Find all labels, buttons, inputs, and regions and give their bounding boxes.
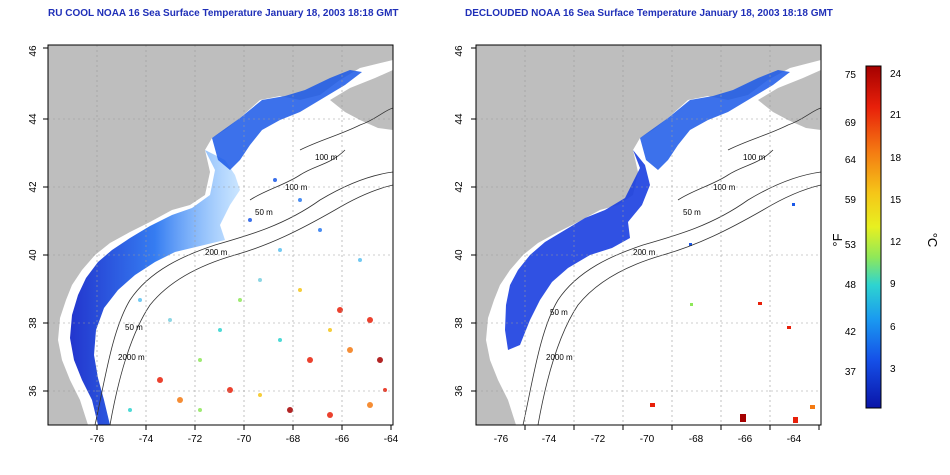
lon-tick-label: -64 [384, 434, 399, 445]
lon-tick-label: -70 [237, 434, 252, 445]
colorbar-c-tick: 12 [890, 237, 902, 248]
left-land [48, 45, 393, 425]
lat-tick-label: 40 [454, 249, 465, 261]
lon-tick-label: -74 [139, 434, 154, 445]
colorbar-c-unit: °C [925, 233, 940, 248]
contour-label: 200 m [633, 248, 656, 257]
lon-tick-label: -76 [90, 434, 105, 445]
lon-tick-label: -68 [689, 434, 704, 445]
colorbar: 75 69 64 59 53 48 42 37 24 21 18 15 12 9… [830, 65, 940, 409]
colorbar-c-labels: 24 21 18 15 12 9 6 3 [890, 69, 902, 375]
left-map-frame [47, 44, 394, 426]
contour-label: 100 m [285, 183, 308, 192]
right-contour-labels: 100 m 100 m 50 m 200 m 50 m 2000 m [546, 153, 766, 362]
left-grid [48, 45, 393, 425]
colorbar-f-unit: °F [830, 233, 845, 246]
contour-label: 200 m [205, 248, 228, 257]
colorbar-f-tick: 59 [845, 195, 857, 206]
right-sst-speckle [650, 203, 815, 423]
right-gulf-of-maine-sst [640, 70, 790, 170]
right-land [476, 45, 821, 425]
lat-tick-label: 42 [454, 181, 465, 193]
colorbar-c-tick: 21 [890, 110, 902, 121]
left-map: 100 m 100 m 50 m 200 m 50 m 2000 m [48, 45, 393, 425]
colorbar-f-tick: 53 [845, 240, 857, 251]
contour-label: 2000 m [118, 353, 145, 362]
lat-tick-label: 42 [28, 181, 39, 193]
colorbar-c-tick: 6 [890, 322, 896, 333]
left-contours [94, 107, 393, 425]
right-contours [522, 107, 821, 425]
colorbar-f-tick: 48 [845, 280, 857, 291]
lon-tick-label: -66 [335, 434, 350, 445]
left-sst-speckle [128, 178, 387, 418]
contour-label: 50 m [683, 208, 701, 217]
left-contour-labels: 100 m 100 m 50 m 200 m 50 m 2000 m [118, 153, 338, 362]
lat-tick-label: 38 [454, 317, 465, 329]
lon-tick-label: -72 [188, 434, 203, 445]
contour-label: 50 m [125, 323, 143, 332]
colorbar-f-tick: 69 [845, 118, 857, 129]
lat-tick-label: 44 [454, 113, 465, 125]
lat-tick-label: 40 [28, 249, 39, 261]
colorbar-c-tick: 24 [890, 69, 902, 80]
colorbar-c-tick: 3 [890, 364, 896, 375]
colorbar-c-tick: 18 [890, 153, 902, 164]
left-nova-scotia [330, 70, 393, 130]
lat-tick-label: 44 [28, 113, 39, 125]
contour-label: 100 m [315, 153, 338, 162]
left-map-title: RU COOL NOAA 16 Sea Surface Temperature … [48, 8, 399, 19]
colorbar-gradient [865, 65, 882, 409]
colorbar-f-labels: 75 69 64 59 53 48 42 37 [845, 70, 857, 378]
lat-tick-label: 38 [28, 317, 39, 329]
left-lon-labels: -76 -74 -72 -70 -68 -66 -64 [90, 434, 399, 445]
contour-label: 2000 m [546, 353, 573, 362]
left-lat-labels: 36 38 40 42 44 46 [28, 45, 39, 397]
right-map-frame [475, 44, 822, 426]
right-axes [471, 47, 820, 430]
right-lon-labels: -76 -74 -72 -70 -68 -66 -64 [494, 434, 802, 445]
colorbar-f-tick: 42 [845, 327, 857, 338]
right-map-title: DECLOUDED NOAA 16 Sea Surface Temperatur… [465, 8, 833, 19]
lat-tick-label: 36 [454, 385, 465, 397]
lon-tick-label: -68 [286, 434, 301, 445]
colorbar-c-tick: 9 [890, 279, 896, 290]
lat-tick-label: 46 [454, 45, 465, 57]
lon-tick-label: -66 [738, 434, 753, 445]
lon-tick-label: -74 [542, 434, 557, 445]
left-coastal-sst [70, 150, 240, 425]
left-axes [43, 47, 392, 430]
contour-label: 50 m [255, 208, 273, 217]
right-map: 100 m 100 m 50 m 200 m 50 m 2000 m [476, 45, 821, 425]
right-lat-labels: 36 38 40 42 44 46 [454, 45, 465, 397]
colorbar-f-tick: 75 [845, 70, 857, 81]
right-coastal-sst [505, 150, 650, 350]
lon-tick-label: -64 [787, 434, 802, 445]
lat-tick-label: 46 [28, 45, 39, 57]
colorbar-c-tick: 15 [890, 195, 902, 206]
contour-label: 50 m [550, 308, 568, 317]
lon-tick-label: -76 [494, 434, 509, 445]
contour-label: 100 m [713, 183, 736, 192]
colorbar-f-tick: 64 [845, 155, 857, 166]
right-grid [476, 45, 821, 425]
right-nova-scotia [758, 70, 821, 130]
lon-tick-label: -72 [591, 434, 606, 445]
left-gulf-of-maine-sst [212, 70, 362, 170]
contour-label: 100 m [743, 153, 766, 162]
lat-tick-label: 36 [28, 385, 39, 397]
lon-tick-label: -70 [640, 434, 655, 445]
colorbar-f-tick: 37 [845, 367, 857, 378]
